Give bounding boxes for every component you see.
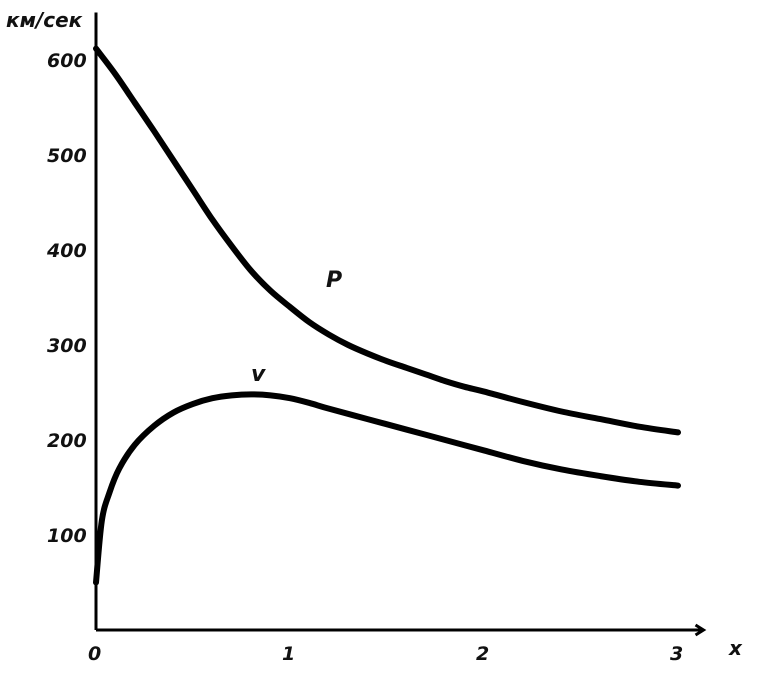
series-line-v xyxy=(93,391,681,586)
y-tick-label: 500 xyxy=(47,145,87,167)
ticks: 100 200 300 400 500 600 0 1 2 3 xyxy=(46,50,683,665)
y-tick-label: 100 xyxy=(47,525,87,547)
series-group xyxy=(93,45,681,586)
series-label-v: v xyxy=(251,362,266,387)
x-axis-arrow xyxy=(694,623,707,637)
y-tick-label: 200 xyxy=(47,430,87,452)
x-axis-label: x xyxy=(728,636,743,660)
y-tick-label: 600 xyxy=(47,50,87,72)
labels-group: км/сек x Pv xyxy=(6,8,743,660)
x-tick-label: 1 xyxy=(282,643,295,665)
x-tick-label: 0 xyxy=(88,643,101,665)
x-tick-label: 3 xyxy=(670,643,683,665)
y-axis-unit-label: км/сек xyxy=(6,8,83,32)
series-line-p xyxy=(93,45,681,436)
x-tick-label: 2 xyxy=(476,643,489,665)
y-tick-label: 300 xyxy=(47,335,87,357)
series-label-p: P xyxy=(326,268,342,293)
axes xyxy=(94,12,707,637)
y-tick-label: 400 xyxy=(46,240,87,262)
